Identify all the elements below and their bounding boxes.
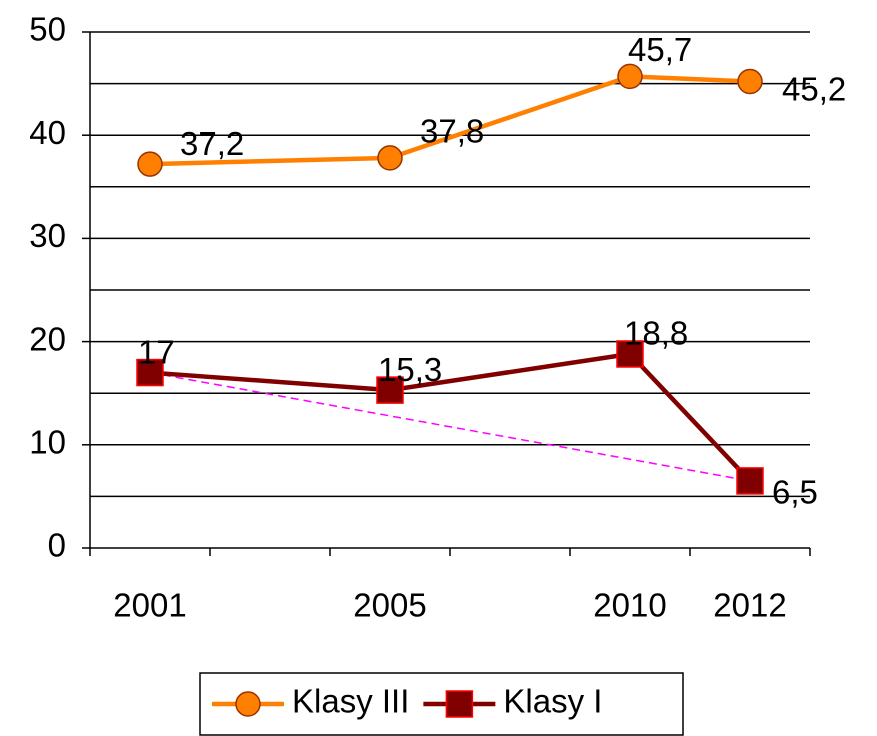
- point: [376, 376, 404, 404]
- data-label: 45,7: [628, 31, 692, 68]
- data-label: 6,5: [772, 474, 818, 511]
- x-tick-label: 2001: [113, 587, 186, 624]
- legend-label: Klasy I: [503, 683, 602, 720]
- data-label: 17: [138, 333, 175, 370]
- point: [377, 145, 403, 171]
- line-segment: [389, 351, 631, 393]
- x-tick-label: 2012: [713, 587, 786, 624]
- legend-label: Klasy III: [292, 683, 409, 720]
- y-tick-label: 0: [48, 527, 66, 564]
- line-segment: [628, 352, 752, 483]
- point: [235, 691, 261, 717]
- legend: Klasy III Klasy I: [199, 672, 684, 736]
- y-tick-label: 10: [29, 424, 66, 461]
- x-tick-label: 2005: [353, 587, 426, 624]
- line-segment: [149, 155, 391, 167]
- y-tick-label: 40: [29, 114, 66, 151]
- trendline: [149, 371, 751, 482]
- point: [136, 358, 164, 387]
- y-tick-label: 20: [29, 320, 66, 357]
- y-tick-label: 50: [29, 11, 66, 48]
- point: [445, 690, 474, 718]
- line-segment: [149, 370, 391, 393]
- line-segment: [629, 74, 751, 84]
- x-tick-label: 2010: [593, 587, 666, 624]
- data-label: 37,8: [420, 113, 484, 150]
- point: [736, 467, 764, 495]
- data-label: 37,2: [180, 125, 244, 162]
- point: [616, 340, 644, 368]
- point: [137, 151, 163, 177]
- y-tick-label: 30: [29, 217, 66, 254]
- point: [737, 68, 763, 95]
- data-label: 45,2: [782, 70, 846, 107]
- line-segment: [389, 74, 631, 161]
- point: [617, 63, 643, 90]
- data-label: 18,8: [624, 315, 688, 352]
- data-label: 15,3: [378, 351, 442, 388]
